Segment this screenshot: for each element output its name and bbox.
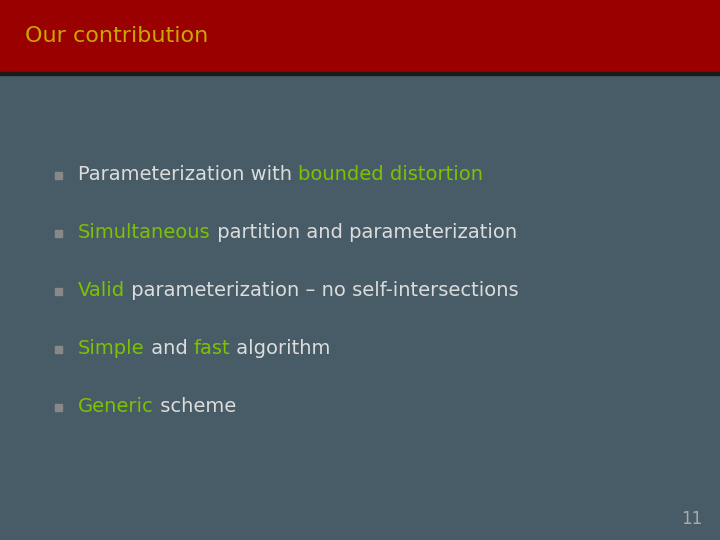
Text: fast: fast xyxy=(194,340,230,359)
Text: scheme: scheme xyxy=(154,397,236,416)
Text: algorithm: algorithm xyxy=(230,340,330,359)
Text: bounded distortion: bounded distortion xyxy=(298,165,483,185)
Text: 11: 11 xyxy=(680,510,702,528)
Text: Simultaneous: Simultaneous xyxy=(78,224,211,242)
Text: Simple: Simple xyxy=(78,340,145,359)
Bar xyxy=(55,346,62,353)
Text: Generic: Generic xyxy=(78,397,154,416)
Bar xyxy=(0,0,720,72)
Bar xyxy=(55,172,62,179)
Text: Valid: Valid xyxy=(78,281,125,300)
Text: and: and xyxy=(145,340,194,359)
Bar xyxy=(55,403,62,410)
Bar xyxy=(55,230,62,237)
Bar xyxy=(0,72,720,75)
Text: Our contribution: Our contribution xyxy=(25,26,208,46)
Text: partition and parameterization: partition and parameterization xyxy=(211,224,517,242)
Text: parameterization – no self-intersections: parameterization – no self-intersections xyxy=(125,281,518,300)
Bar xyxy=(55,287,62,294)
Text: Parameterization with: Parameterization with xyxy=(78,165,298,185)
